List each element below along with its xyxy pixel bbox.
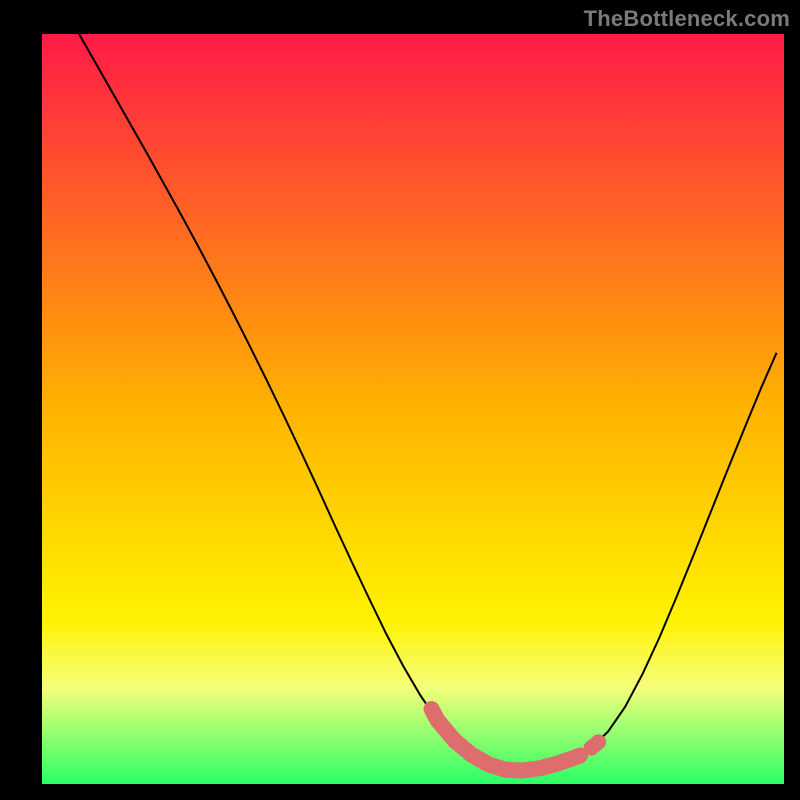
watermark-text: TheBottleneck.com (584, 6, 790, 32)
chart-container: TheBottleneck.com (0, 0, 800, 800)
plot-area (42, 34, 784, 784)
